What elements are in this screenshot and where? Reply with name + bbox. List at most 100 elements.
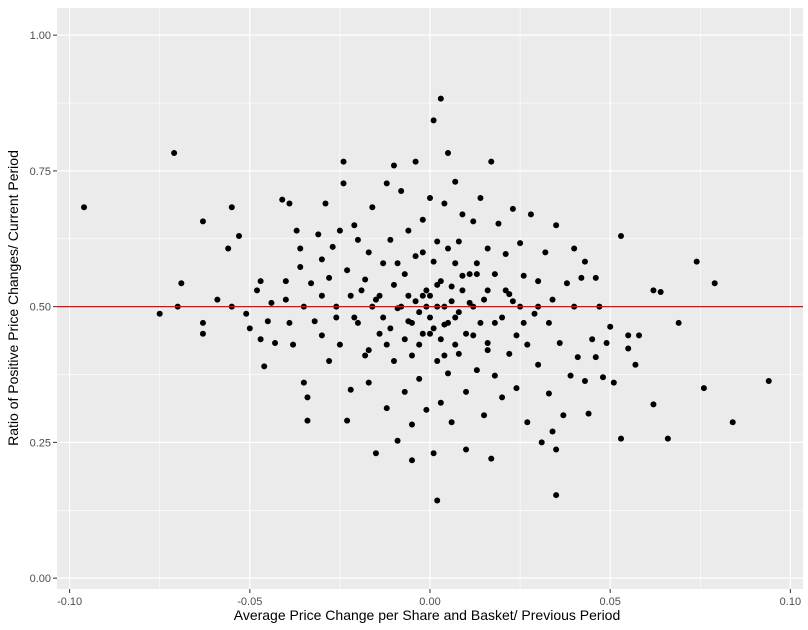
data-point (390, 162, 397, 169)
data-point (365, 347, 372, 354)
data-point (484, 287, 491, 294)
data-point (268, 299, 275, 306)
data-point (545, 319, 552, 326)
data-point (199, 218, 206, 225)
data-point (297, 245, 304, 252)
data-point (408, 352, 415, 359)
data-point (437, 336, 444, 343)
data-point (473, 271, 480, 278)
data-point (520, 272, 527, 279)
data-point (329, 243, 336, 250)
data-point (509, 298, 516, 305)
data-point (711, 280, 718, 287)
data-point (358, 287, 365, 294)
data-point (538, 439, 545, 446)
data-point (625, 345, 632, 352)
data-point (304, 417, 311, 424)
data-point (351, 314, 358, 321)
data-point (452, 341, 459, 348)
y-tick-label: 0.25 (30, 437, 51, 449)
data-point (243, 310, 250, 317)
data-point (318, 332, 325, 339)
data-point (304, 394, 311, 401)
data-point (452, 260, 459, 267)
data-point (272, 340, 279, 347)
data-point (412, 158, 419, 165)
data-point (246, 325, 253, 332)
data-point (416, 341, 423, 348)
data-point (509, 205, 516, 212)
data-point (408, 319, 415, 326)
data-point (610, 379, 617, 386)
data-point (481, 296, 488, 303)
x-tick-label: 0.00 (419, 596, 440, 608)
data-point (513, 385, 520, 392)
data-point (380, 260, 387, 267)
data-point (491, 319, 498, 326)
data-point (408, 421, 415, 428)
data-point (470, 332, 477, 339)
y-tick-label: 1.00 (30, 30, 51, 42)
data-point (427, 195, 433, 202)
data-point (452, 314, 459, 321)
data-point (336, 227, 343, 234)
data-point (531, 310, 538, 317)
data-point (484, 340, 491, 347)
data-point (376, 330, 383, 337)
data-point (333, 314, 340, 321)
data-point (326, 357, 333, 364)
data-point (499, 314, 506, 321)
data-point (524, 341, 531, 348)
data-point (632, 361, 639, 368)
data-point (445, 149, 452, 156)
x-tick-label: 0.05 (599, 596, 620, 608)
data-point (520, 319, 527, 326)
data-point (535, 278, 542, 285)
data-point (553, 446, 560, 453)
data-point (427, 330, 433, 337)
data-point (729, 419, 736, 426)
data-point (434, 497, 441, 504)
data-point (502, 287, 509, 294)
data-point (376, 292, 383, 299)
data-point (430, 117, 437, 124)
data-point (412, 253, 419, 260)
data-point (452, 178, 459, 185)
data-point (491, 271, 498, 278)
data-point (235, 233, 242, 240)
data-point (455, 238, 462, 245)
data-point (693, 258, 700, 265)
data-point (401, 336, 408, 343)
data-point (477, 195, 484, 202)
data-point (664, 435, 671, 442)
data-point (264, 318, 271, 325)
data-point (228, 204, 235, 211)
data-point (423, 406, 430, 413)
data-point (765, 378, 772, 385)
data-point (347, 386, 354, 393)
x-tick-label: -0.10 (57, 596, 82, 608)
data-point (286, 200, 293, 207)
data-point (383, 405, 390, 412)
data-point (625, 332, 632, 339)
data-point (372, 296, 379, 303)
data-point (419, 216, 426, 223)
data-point (445, 245, 452, 252)
data-point (463, 446, 470, 453)
data-point (441, 352, 448, 359)
data-point (499, 394, 506, 401)
data-point (387, 236, 394, 243)
data-point (282, 296, 289, 303)
data-point (488, 455, 495, 462)
data-point (455, 309, 462, 316)
data-point (466, 271, 473, 278)
data-point (199, 319, 206, 326)
data-point (279, 196, 286, 203)
data-point (448, 283, 455, 290)
y-tick-label: 0.50 (30, 302, 51, 314)
data-point (448, 298, 455, 305)
data-point (286, 319, 293, 326)
data-point (347, 292, 354, 299)
data-point (225, 245, 232, 252)
data-point (567, 372, 574, 379)
